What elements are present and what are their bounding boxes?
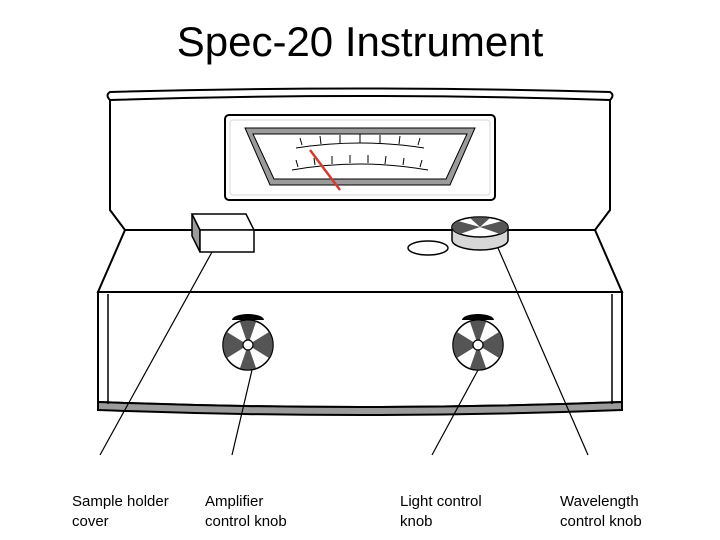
instrument-diagram [0,0,720,540]
part-label: Wavelength control knob [560,492,642,531]
part-label: Sample holder cover [72,492,169,531]
part-label: Amplifier control knob [205,492,287,531]
part-label: Light control knob [400,492,482,531]
